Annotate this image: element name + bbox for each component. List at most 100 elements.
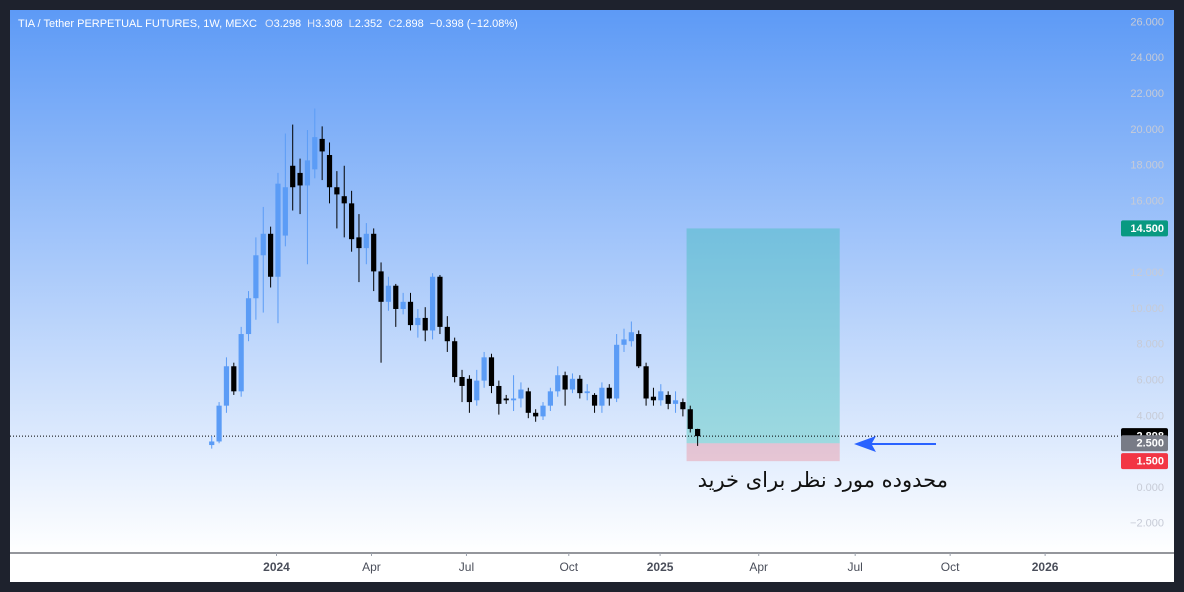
- candle-body: [672, 400, 679, 404]
- x-tick-label: 2025: [647, 560, 674, 574]
- candle-body: [371, 233, 377, 272]
- profit-zone: [686, 228, 840, 444]
- candle-body: [393, 285, 399, 309]
- candle-body: [245, 298, 252, 335]
- candle-body: [319, 138, 325, 152]
- chart-header: TIA / Tether PERPETUAL FUTURES, 1W, MEXC…: [18, 18, 518, 30]
- annotation: محدوده مورد نظر برای خرید: [698, 468, 948, 492]
- candle-body: [466, 378, 472, 403]
- x-tick-label: Oct: [941, 560, 960, 574]
- legend-key: O: [265, 18, 274, 30]
- y-tick-label: 26.000: [1130, 16, 1164, 28]
- arrow: [854, 436, 936, 452]
- candle-body: [422, 317, 428, 331]
- y-tick-label: 12.000: [1130, 267, 1164, 279]
- price-label-box: [1121, 453, 1168, 470]
- candle-body: [518, 389, 524, 399]
- candle-body: [407, 301, 414, 326]
- candle-body: [614, 344, 620, 399]
- candle-body: [326, 155, 333, 188]
- y-tick-label: 0.000: [1136, 482, 1164, 494]
- candle-body: [599, 387, 605, 406]
- candle-body: [223, 366, 230, 406]
- candle-body: [636, 334, 642, 367]
- candle-body: [695, 428, 701, 437]
- x-tick-label: Apr: [362, 560, 381, 574]
- candle-body: [216, 405, 222, 442]
- candle-body: [312, 137, 318, 170]
- candle-body: [503, 398, 509, 401]
- x-tick-label: Jul: [848, 560, 863, 574]
- candle-body: [577, 378, 583, 394]
- candle-body: [481, 357, 487, 381]
- price-label: 1.500: [1136, 456, 1164, 468]
- candle-body: [444, 326, 450, 342]
- candle-body: [569, 378, 576, 390]
- candle-body: [282, 187, 288, 236]
- candle-body: [260, 233, 266, 256]
- candle-body: [341, 196, 347, 204]
- candle-body: [356, 237, 362, 249]
- candle-body: [562, 375, 568, 390]
- candle-body: [349, 203, 355, 240]
- price-label: 14.500: [1130, 223, 1164, 235]
- candle-body: [687, 409, 693, 429]
- candle-body: [540, 405, 546, 417]
- candle-body: [650, 396, 657, 401]
- candle-body: [275, 183, 281, 277]
- candle-body: [643, 366, 649, 399]
- price-label-box: [1121, 435, 1168, 452]
- x-tick-label: Jul: [459, 560, 474, 574]
- candle-body: [680, 402, 686, 410]
- candle-body: [525, 391, 531, 413]
- y-tick-label: 20.000: [1130, 124, 1164, 136]
- candle-body: [555, 375, 561, 392]
- candle-body: [437, 276, 443, 327]
- y-tick-label: 10.000: [1130, 303, 1164, 315]
- candle-body: [297, 172, 303, 186]
- candle-body: [385, 285, 392, 302]
- candle-body: [533, 412, 539, 417]
- x-tick-label: 2024: [263, 560, 290, 574]
- candle-body: [400, 301, 406, 309]
- candle-body: [253, 255, 259, 299]
- plot-background: [10, 10, 1174, 553]
- y-tick-label: 22.000: [1130, 88, 1164, 100]
- candle-body: [628, 332, 634, 342]
- candle-body: [474, 380, 480, 401]
- candle-body: [452, 341, 458, 378]
- candle-body: [238, 334, 244, 392]
- candle-body: [268, 233, 274, 277]
- candle-body: [584, 391, 590, 394]
- candle-body: [510, 398, 517, 401]
- y-tick-label: 16.000: [1130, 195, 1164, 207]
- price-label-box: [1121, 220, 1168, 237]
- y-tick-label: 6.000: [1136, 374, 1164, 386]
- candle-body: [415, 317, 421, 326]
- candle-body: [429, 276, 436, 331]
- candle-body: [606, 387, 612, 399]
- candle-body: [334, 187, 340, 195]
- legend-key: C: [388, 18, 396, 30]
- legend-key: L: [349, 18, 355, 30]
- x-tick-label: 2026: [1032, 560, 1059, 574]
- candle-body: [591, 394, 598, 406]
- legend-value: 2.898: [396, 18, 424, 30]
- candle-body: [363, 233, 369, 249]
- legend-value: 3.308: [315, 18, 343, 30]
- x-tick-label: Oct: [559, 560, 578, 574]
- candle-body: [378, 271, 384, 302]
- candle-body: [621, 339, 627, 345]
- y-tick-label: 4.000: [1136, 410, 1164, 422]
- y-tick-label: 18.000: [1130, 160, 1164, 172]
- symbol: TIA / Tether PERPETUAL FUTURES, 1W, MEXC: [18, 18, 257, 30]
- candle-body: [459, 377, 465, 386]
- candle-body: [488, 357, 495, 386]
- candle-body: [290, 165, 296, 188]
- plot-layer: 26.000 24.000 22.000 20.000 18.000 16.000 12.0…: [10, 16, 1168, 574]
- candle-body: [231, 366, 237, 392]
- y-tick-label: 8.000: [1136, 339, 1164, 351]
- legend-key: H: [307, 18, 315, 30]
